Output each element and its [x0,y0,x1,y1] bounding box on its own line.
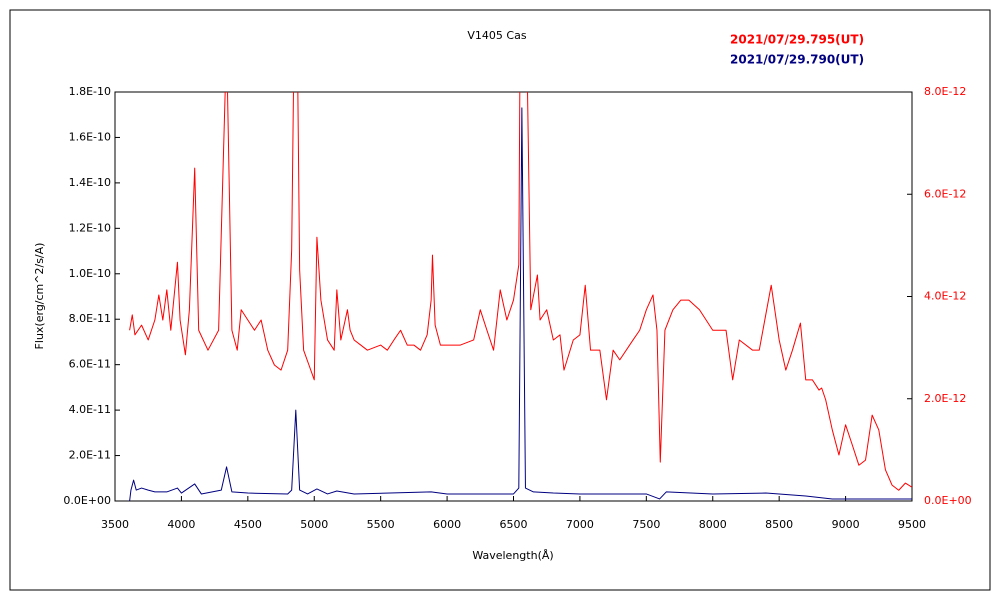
y-tick-label: 1.6E-10 [69,130,111,143]
x-tick-label: 6500 [500,518,528,531]
y-tick-label: 1.0E-10 [69,267,111,280]
y2-tick-label: 6.0E-12 [924,187,966,200]
y2-tick-label: 0.0E+00 [924,494,972,507]
x-tick-label: 8500 [765,518,793,531]
y-tick-label: 8.0E-11 [69,312,111,325]
y2-tick-label: 4.0E-12 [924,290,966,303]
x-tick-label: 3500 [101,518,129,531]
x-tick-label: 4500 [234,518,262,531]
spectrum-line [129,92,912,491]
spectrum-line [129,107,912,501]
y2-tick-label: 2.0E-12 [924,392,966,405]
x-tick-label: 4000 [167,518,195,531]
x-tick-label: 7500 [632,518,660,531]
x-tick-label: 6000 [433,518,461,531]
plot-area [129,92,912,501]
x-tick-label: 8000 [699,518,727,531]
x-tick-label: 7000 [566,518,594,531]
legend-entry: 2021/07/29.790(UT) [730,53,864,67]
x-tick-label: 5500 [367,518,395,531]
y-axis-label: Flux(erg/cm^2/s/A) [33,243,46,350]
y-tick-label: 6.0E-11 [69,358,111,371]
x-tick-label: 9000 [832,518,860,531]
y2-tick-label: 8.0E-12 [924,85,966,98]
x-axis-label: Wavelength(Å) [472,549,553,562]
legend-entry: 2021/07/29.795(UT) [730,33,864,47]
x-tick-label: 9500 [898,518,926,531]
chart-title: V1405 Cas [467,29,526,42]
y-tick-label: 1.2E-10 [69,221,111,234]
y-tick-label: 1.4E-10 [69,176,111,189]
chart-frame [9,9,991,591]
y-tick-label: 4.0E-11 [69,403,111,416]
x-tick-label: 5000 [300,518,328,531]
y-tick-label: 2.0E-11 [69,449,111,462]
y-tick-label: 0.0E+00 [63,494,111,507]
y-tick-label: 1.8E-10 [69,85,111,98]
